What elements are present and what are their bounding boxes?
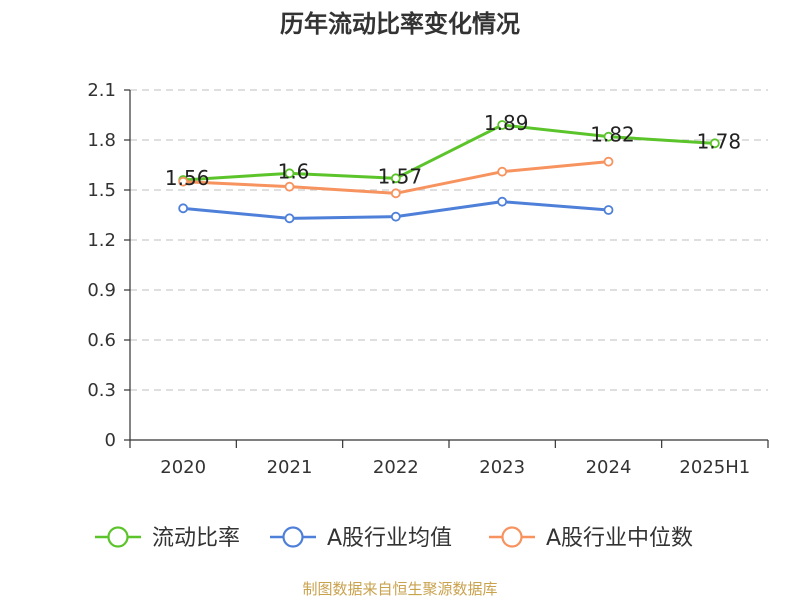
legend-label: A股行业均值: [327, 526, 452, 551]
data-labels: 1.56 1.6 1.57 1.89 1.82 1.78: [165, 111, 741, 190]
legend-marker-circle: [282, 526, 304, 548]
data-point-current-ratio: [709, 138, 720, 149]
legend-label: 流动比率: [152, 526, 240, 551]
data-label-current-ratio: 1.89: [484, 111, 529, 135]
data-source-note: 制图数据来自恒生聚源数据库: [302, 580, 497, 598]
legend-item-industry-mean[interactable]: A股行业均值: [270, 526, 452, 551]
data-point-industry-mean: [497, 196, 508, 207]
data-label-current-ratio: 1.56: [165, 166, 210, 190]
x-tick-label: 2021: [267, 457, 313, 478]
data-point-industry-median: [603, 156, 614, 167]
data-point-industry-mean: [178, 203, 189, 214]
y-tick-label: 1.5: [87, 180, 116, 201]
x-tick-label: 2022: [373, 457, 419, 478]
data-point-industry-mean: [603, 205, 614, 215]
data-label-current-ratio: 1.78: [697, 129, 742, 153]
series-line-current-ratio: [181, 123, 717, 182]
x-tick-label: 2020: [160, 457, 206, 478]
y-tick-label: 1.2: [87, 230, 116, 251]
data-point-industry-median: [390, 188, 401, 199]
y-tick-label: 0: [105, 430, 116, 451]
legend-label: A股行业中位数: [546, 526, 693, 551]
y-tick-label: 1.8: [87, 130, 116, 151]
data-label-current-ratio: 1.57: [378, 164, 423, 188]
axes: 0 0.3 0.6 0.9 1.2 1.5 1.8 2.1 2020 2021 2022 2023 20…: [87, 80, 769, 478]
x-tick-label: 2025H1: [679, 457, 750, 478]
data-point-current-ratio: [284, 168, 295, 179]
data-label-current-ratio: 1.6: [278, 159, 310, 183]
y-tick-label: 0.9: [87, 280, 116, 301]
legend-marker-circle: [107, 526, 129, 548]
series: [178, 120, 720, 224]
legend: 流动比率 A股行业均值 A股行业中位数: [95, 526, 693, 551]
legend-item-industry-median[interactable]: A股行业中位数: [489, 526, 693, 551]
data-point-industry-median: [497, 166, 508, 177]
data-point-current-ratio: [390, 173, 401, 184]
gridlines: [130, 89, 768, 391]
data-label-current-ratio: 1.82: [590, 123, 635, 147]
data-point-current-ratio: [603, 131, 614, 142]
data-point-industry-median: [284, 181, 295, 192]
data-point-industry-median: [178, 176, 189, 187]
y-tick-label: 2.1: [87, 80, 116, 101]
data-point-industry-mean: [284, 213, 295, 224]
legend-item-current-ratio[interactable]: 流动比率: [95, 526, 240, 551]
x-tick-label: 2023: [479, 457, 525, 478]
x-tick-label: 2024: [586, 457, 632, 478]
legend-marker-circle: [501, 526, 523, 548]
data-point-current-ratio: [497, 120, 508, 130]
data-point-industry-mean: [390, 211, 401, 222]
chart-title: 历年流动比率变化情况: [280, 10, 520, 38]
y-tick-label: 0.3: [87, 380, 116, 401]
y-tick-label: 0.6: [87, 330, 116, 351]
